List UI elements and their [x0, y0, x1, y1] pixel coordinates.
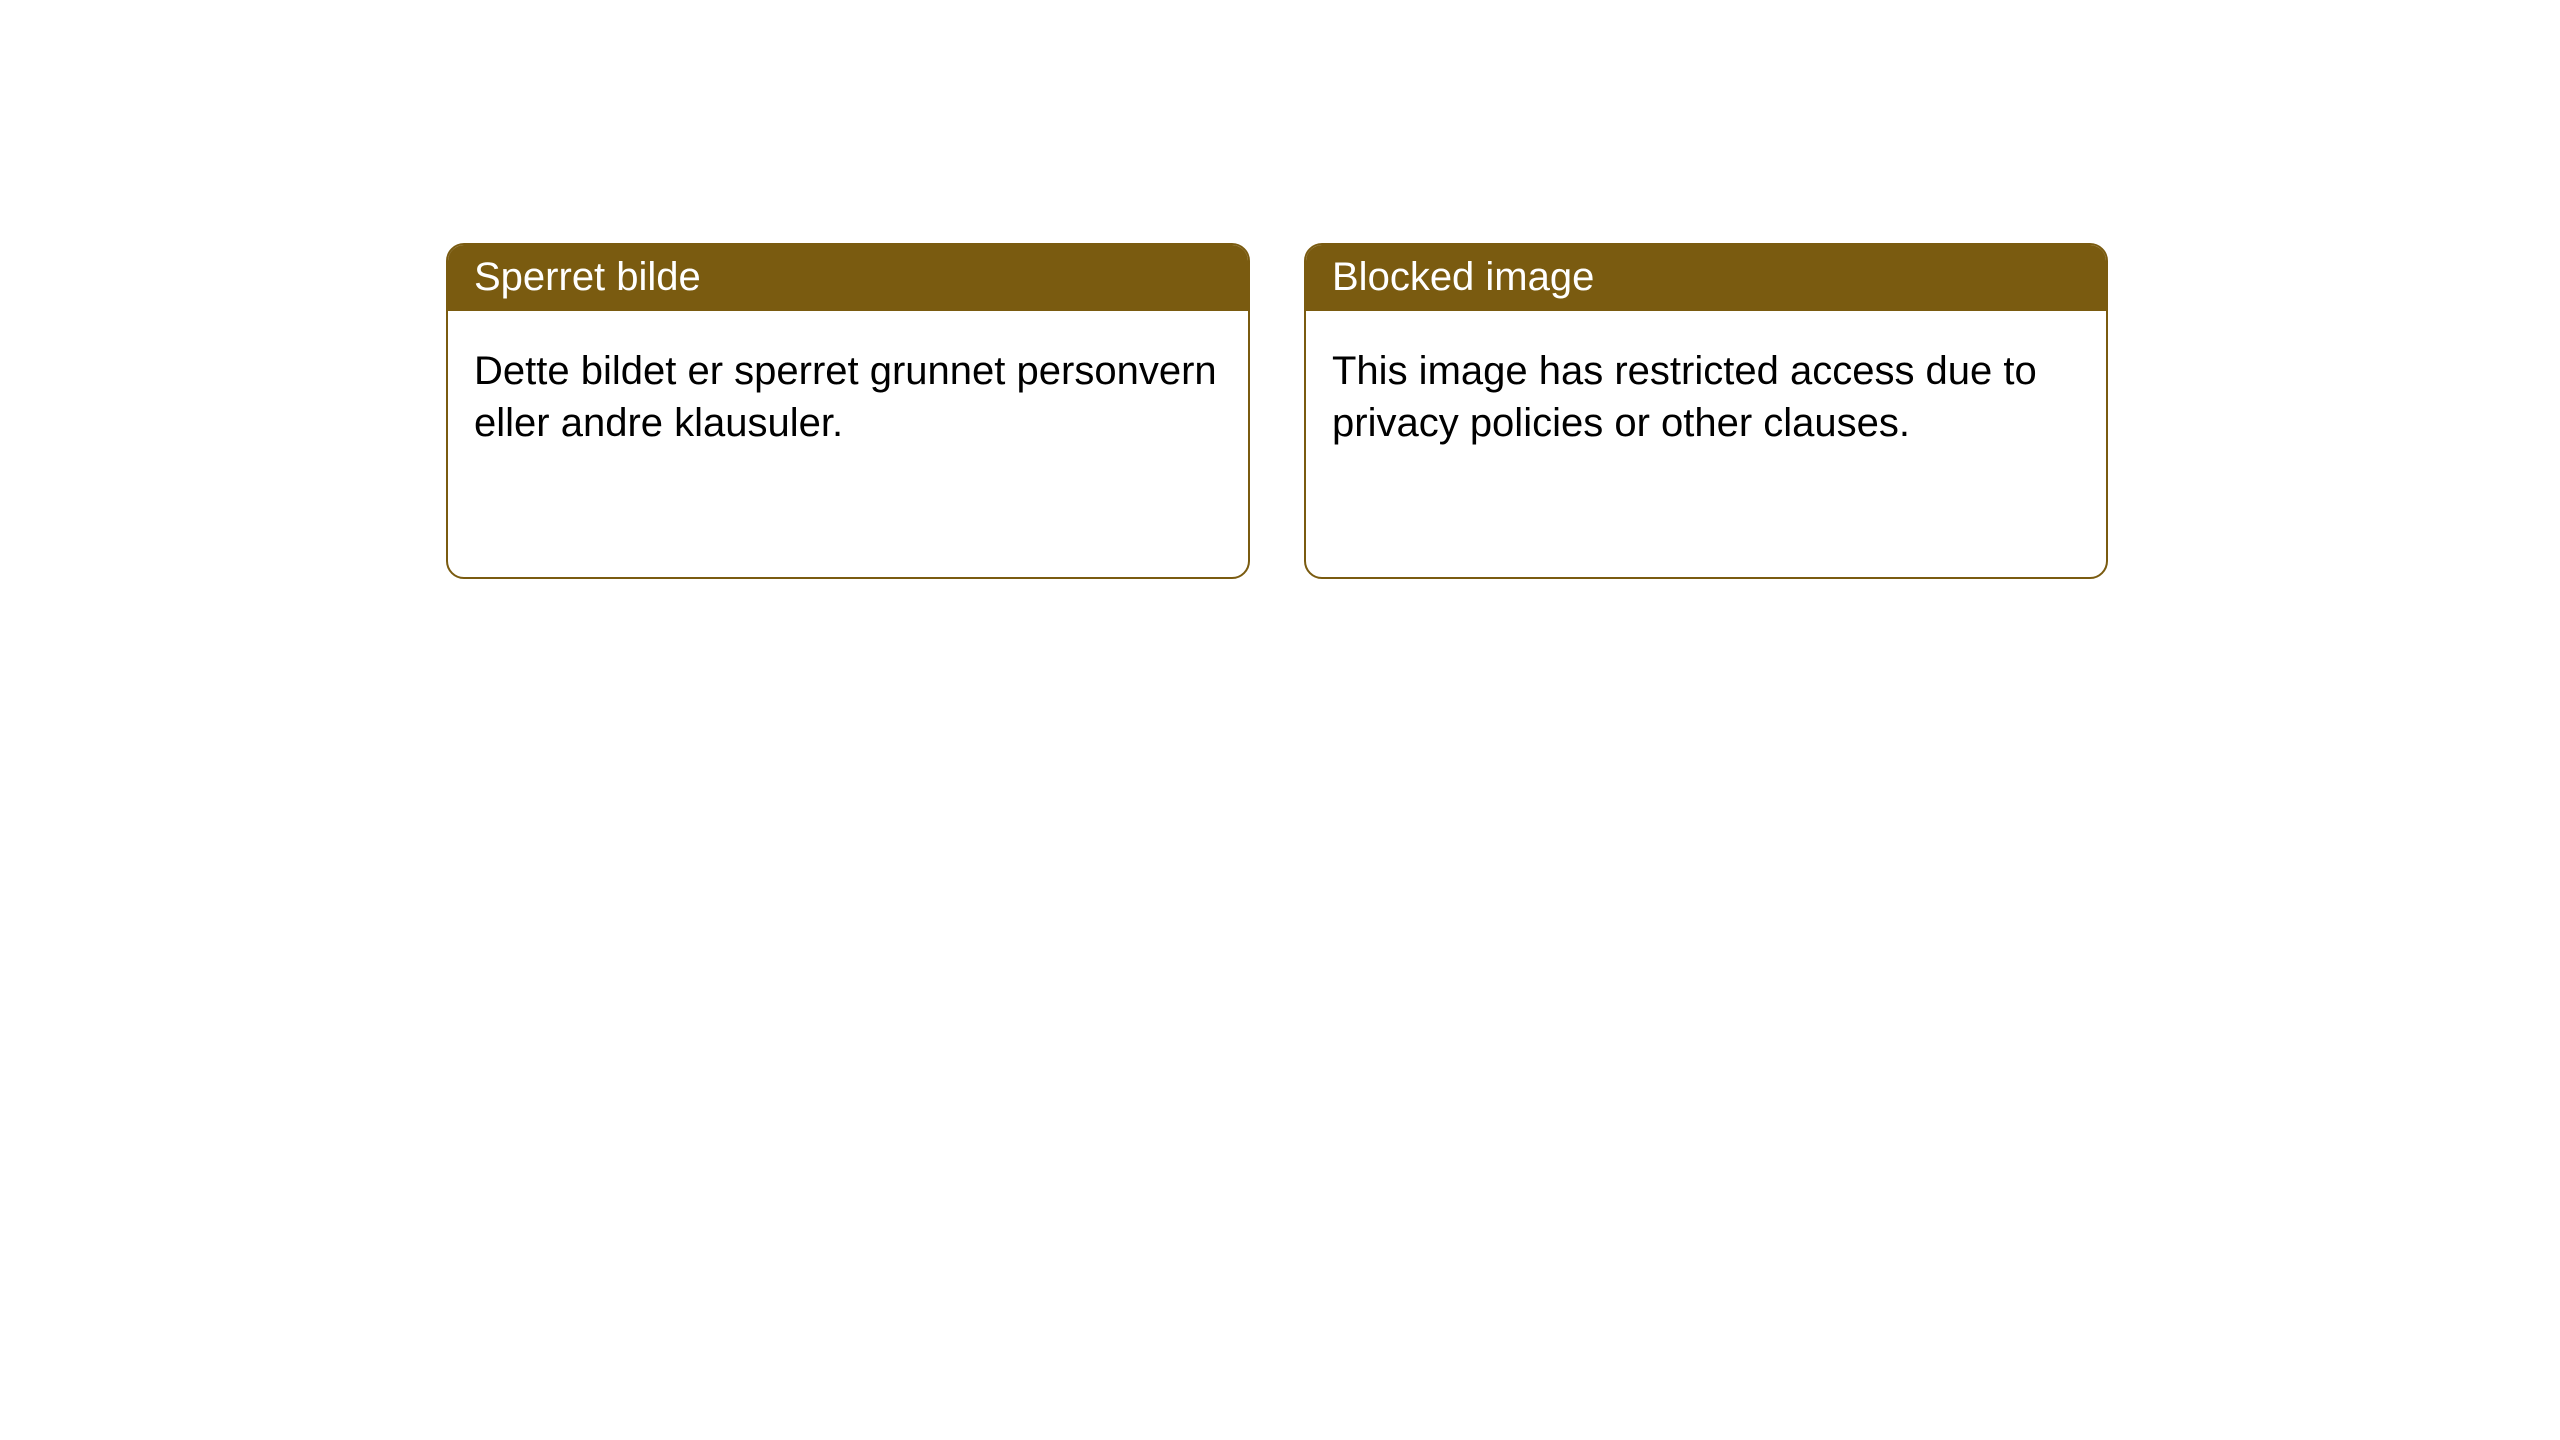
notice-card-header: Blocked image — [1306, 245, 2106, 311]
notice-card-header: Sperret bilde — [448, 245, 1248, 311]
notice-card-body: Dette bildet er sperret grunnet personve… — [448, 311, 1248, 449]
notice-card-en: Blocked image This image has restricted … — [1304, 243, 2108, 579]
notice-cards-row: Sperret bilde Dette bildet er sperret gr… — [0, 0, 2560, 579]
notice-card-no: Sperret bilde Dette bildet er sperret gr… — [446, 243, 1250, 579]
notice-card-body: This image has restricted access due to … — [1306, 311, 2106, 449]
